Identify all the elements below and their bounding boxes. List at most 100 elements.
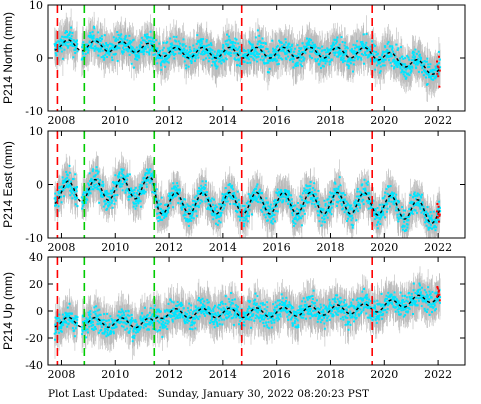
data-point	[88, 172, 91, 175]
data-point	[92, 47, 95, 50]
data-point	[408, 58, 411, 61]
data-point	[82, 52, 85, 55]
data-point	[413, 57, 416, 60]
data-point	[67, 46, 69, 49]
data-point	[167, 54, 170, 57]
data-point	[190, 50, 193, 52]
data-point	[276, 59, 279, 62]
data-point	[262, 42, 265, 44]
data-point	[268, 59, 271, 62]
data-point	[138, 46, 141, 49]
data-point	[73, 194, 76, 197]
data-point	[121, 183, 124, 185]
data-point	[379, 61, 382, 64]
data-point	[249, 51, 252, 54]
data-point	[104, 190, 107, 193]
data-point	[168, 192, 171, 195]
data-point	[73, 49, 76, 51]
data-point	[182, 48, 185, 51]
data-point	[124, 189, 127, 192]
data-point	[343, 60, 346, 63]
data-point	[191, 57, 194, 60]
data-point	[301, 51, 304, 54]
data-point	[183, 51, 186, 54]
data-point	[124, 38, 126, 41]
data-point	[337, 55, 340, 58]
data-point	[278, 39, 281, 42]
data-point	[120, 42, 123, 45]
data-point	[406, 66, 409, 69]
data-point	[212, 54, 215, 57]
data-point	[270, 53, 273, 56]
data-point	[390, 53, 393, 56]
data-point	[148, 36, 150, 39]
data-point	[384, 46, 387, 49]
data-point	[168, 55, 171, 57]
data-point	[437, 68, 440, 70]
data-point	[201, 53, 204, 56]
data-point	[347, 65, 350, 68]
data-point	[337, 51, 340, 54]
data-point	[349, 59, 352, 62]
data-point	[92, 39, 95, 42]
data-point	[346, 47, 349, 50]
data-point	[356, 58, 359, 61]
data-point	[386, 42, 389, 45]
data-point	[142, 46, 145, 49]
data-point	[183, 49, 186, 52]
x-tick-label: 2010	[101, 114, 129, 127]
data-point	[95, 183, 98, 186]
data-point	[248, 55, 251, 58]
data-point	[410, 69, 413, 72]
data-point	[413, 51, 416, 54]
data-point	[220, 50, 223, 53]
data-point	[149, 178, 152, 181]
data-point	[149, 39, 152, 42]
data-point	[54, 44, 56, 47]
data-point	[94, 174, 97, 177]
data-point	[306, 37, 308, 40]
data-point	[70, 35, 73, 38]
data-point	[104, 47, 107, 50]
data-point	[324, 62, 327, 65]
data-point	[279, 46, 282, 49]
data-point	[405, 68, 408, 71]
data-point	[80, 196, 83, 199]
data-point	[152, 53, 155, 56]
data-point	[203, 53, 206, 56]
data-point	[284, 53, 287, 55]
data-point	[247, 50, 250, 53]
data-point	[231, 48, 234, 51]
data-point	[268, 67, 271, 70]
data-point	[55, 54, 58, 57]
data-point	[163, 58, 166, 61]
data-point	[400, 71, 403, 74]
data-point	[118, 171, 121, 174]
data-point	[382, 64, 385, 67]
data-point	[277, 53, 280, 56]
data-point	[211, 60, 214, 63]
data-point	[184, 45, 187, 48]
data-point	[134, 186, 137, 189]
data-point	[93, 49, 96, 52]
data-point	[92, 34, 95, 37]
data-point	[134, 58, 137, 60]
data-point	[92, 185, 95, 188]
data-point	[93, 25, 96, 28]
data-point	[163, 216, 166, 219]
data-point	[175, 36, 178, 38]
data-point	[164, 212, 167, 215]
data-point	[149, 168, 152, 171]
data-point	[317, 52, 320, 55]
data-point	[238, 58, 240, 61]
data-point	[361, 40, 364, 43]
data-point	[256, 51, 259, 54]
data-point	[164, 59, 167, 62]
data-point	[320, 56, 323, 59]
data-point	[97, 185, 100, 188]
data-point	[346, 60, 349, 62]
data-point	[395, 43, 398, 46]
data-point	[161, 218, 164, 221]
data-point	[66, 174, 69, 177]
data-point	[149, 36, 152, 39]
